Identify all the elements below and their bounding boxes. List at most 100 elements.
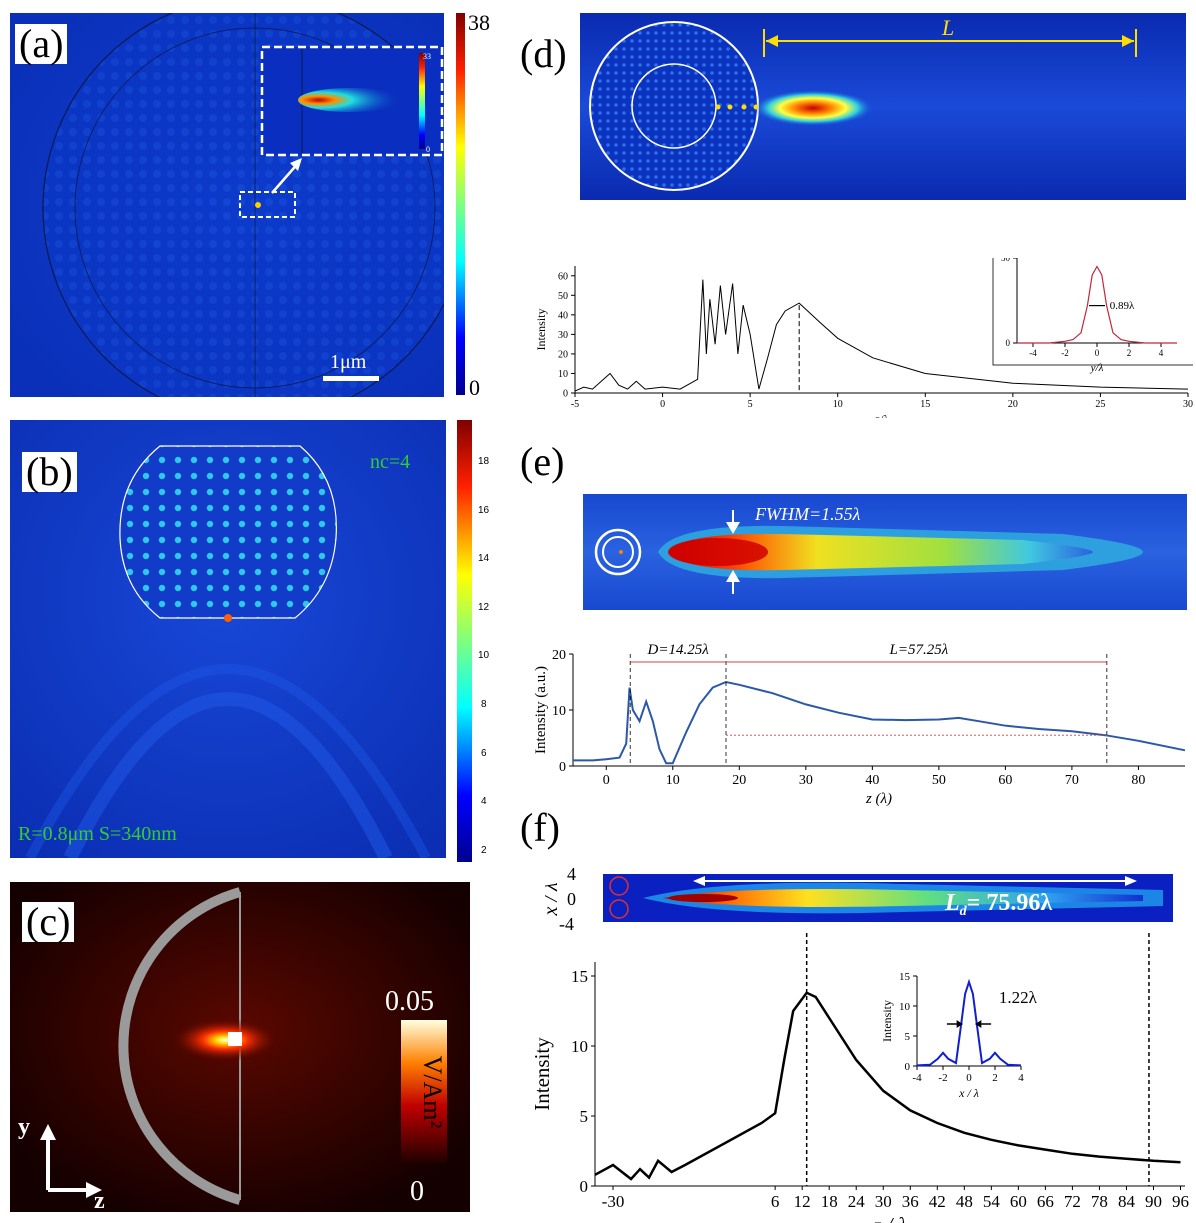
series-line	[594, 991, 1181, 1181]
annotation-nc: nc=4	[370, 451, 410, 473]
x-tick-label: 12	[794, 1192, 811, 1211]
f-strip-axis: 4 0 -4 x / λ	[545, 864, 576, 934]
chart-d-inset: -4 -2 0 2 4 0 50 y/λ 0.89λ	[992, 258, 1193, 374]
x-tick-label: -2	[938, 1072, 947, 1084]
fwhm-arrow-left-head	[956, 1020, 963, 1028]
colorbar-c-min: 0	[410, 1176, 424, 1207]
inset-fwhm-label: 1.22λ	[999, 988, 1038, 1007]
inset-colorbar-max: 33	[423, 52, 431, 61]
x-tick-label: 2	[1127, 348, 1132, 358]
y-tick-label: 0	[559, 760, 566, 775]
y-axis-label: Intensity	[533, 1037, 554, 1111]
y-tick-label: 50	[558, 291, 568, 302]
x-tick-label: 80	[1131, 773, 1145, 788]
colorbar-c-unit: V/Am²	[418, 1056, 447, 1129]
x-axis-label: y/λ	[1090, 362, 1104, 374]
annotation-params: R=0.8μm S=340nm	[18, 823, 177, 845]
x-tick-label: 18	[821, 1192, 838, 1211]
x-tick-label: -2	[1061, 348, 1069, 358]
panel-a-field-map: 33 0 1μm	[10, 13, 444, 397]
y-tick-label: 5	[905, 1031, 911, 1043]
colorbar-a-min: 0	[469, 375, 480, 400]
panel-f-field-map: Ld= 75.96λ	[603, 874, 1173, 922]
x-tick-label: 30	[1183, 399, 1193, 410]
panel-label-c: (c)	[22, 902, 75, 942]
x-tick-label: -4	[912, 1072, 922, 1084]
y-tick-label: 10	[899, 1001, 911, 1013]
x-tick-label: 36	[902, 1192, 919, 1211]
f-strip-ylabel: x / λ	[545, 882, 562, 916]
y-axis-label: Intensity	[534, 309, 548, 351]
x-tick-label: 42	[929, 1192, 946, 1211]
x-tick-label: 0	[966, 1072, 972, 1084]
inset-frame	[992, 258, 1193, 366]
inset-fwhm-label: 0.89λ	[1110, 300, 1135, 312]
x-tick-label: 0	[603, 773, 610, 788]
colorbar-b-ticks: 18 16 14 12 10 8 6 4 2	[478, 456, 490, 856]
y-axis-label: Intensity (a.u.)	[533, 666, 549, 754]
y-tick-label: 60	[558, 271, 568, 282]
y-tick-label: 15	[571, 967, 588, 986]
d-span-label: D=14.25λ	[647, 642, 710, 658]
y-tick-label: 10	[558, 369, 568, 380]
panel-label-d: (d)	[520, 31, 567, 76]
x-tick-label: 50	[932, 773, 946, 788]
axis-y-label: y	[18, 1114, 30, 1140]
x-tick-label: 54	[983, 1192, 1001, 1211]
y-tick-label: 0	[580, 1177, 589, 1196]
inset-colorbar-min: 0	[426, 145, 430, 154]
x-tick-label: 2	[992, 1072, 998, 1084]
x-tick-label: 72	[1064, 1192, 1081, 1211]
x-tick-label: 48	[956, 1192, 973, 1211]
x-tick-label: 6	[771, 1192, 780, 1211]
x-tick-label: 24	[848, 1192, 866, 1211]
x-tick-label: 4	[1018, 1072, 1024, 1084]
scale-bar	[323, 376, 379, 381]
y-tick-label: 20	[558, 349, 568, 360]
y-tick-label: 10	[571, 1037, 588, 1056]
panel-label-b: (b)	[22, 452, 77, 492]
y-tick-label: 0	[905, 1061, 911, 1073]
x-tick-label: -4	[1029, 348, 1037, 358]
e-fwhm-label: FWHM=1.55λ	[754, 504, 861, 524]
x-tick-label: 40	[865, 773, 879, 788]
y-tick-label: 0	[563, 389, 568, 400]
x-tick-label: -30	[602, 1192, 625, 1211]
colorbar-b	[457, 420, 472, 862]
x-tick-label: 84	[1118, 1192, 1136, 1211]
x-axis-label: x / λ	[958, 1086, 979, 1100]
x-tick-label: -5	[571, 399, 579, 410]
x-tick-label: 5	[748, 399, 753, 410]
x-tick-label: 4	[1159, 348, 1164, 358]
l-span-label: L=57.25λ	[889, 642, 949, 658]
y-tick-label: 20	[552, 648, 566, 663]
f-ld-label: L	[944, 890, 960, 916]
x-tick-label: 0	[660, 399, 665, 410]
chart-d: -50510152025300102030405060z/λIntensity-…	[534, 258, 1193, 418]
chart-e: 0 10 20 30 40 50 60 70 80 0 10 20 z (λ) Intensity (a.…	[533, 642, 1186, 807]
panel-c-field-map: V/Am² 0.05 0 y z	[10, 882, 470, 1212]
svg-text:0: 0	[567, 889, 576, 909]
panel-b-field-map: nc=4 R=0.8μm S=340nm	[10, 420, 446, 858]
chart-f-inset: -4 -2 0 2 4 0 5 10 15 x / λ Intensity 1.22λ	[880, 971, 1038, 1100]
x-tick-label: 25	[1095, 399, 1105, 410]
x-tick-label: 90	[1145, 1192, 1162, 1211]
x-tick-label: 96	[1172, 1192, 1189, 1211]
panel-label-e: (e)	[520, 439, 565, 484]
x-axis-label: z / λ	[872, 1213, 907, 1223]
svg-text:4: 4	[567, 864, 576, 884]
x-tick-label: 0	[1095, 348, 1100, 358]
colorbar-a	[456, 13, 465, 395]
x-tick-label: 30	[875, 1192, 892, 1211]
panel-e-field-map: FWHM=1.55λ	[583, 494, 1187, 610]
x-axis-label: z (λ)	[865, 791, 892, 807]
y-tick-label: 0	[1006, 338, 1011, 348]
x-axis-label: z/λ	[874, 412, 888, 418]
svg-text:-4: -4	[559, 914, 574, 934]
y-tick-label: 50	[1001, 258, 1011, 263]
y-tick-label: 40	[558, 310, 568, 321]
scale-bar-label: 1μm	[330, 351, 367, 373]
panel-d-field-map: L	[580, 13, 1186, 200]
panel-label-f: (f)	[520, 805, 560, 850]
panel-label-a: (a)	[15, 24, 68, 64]
